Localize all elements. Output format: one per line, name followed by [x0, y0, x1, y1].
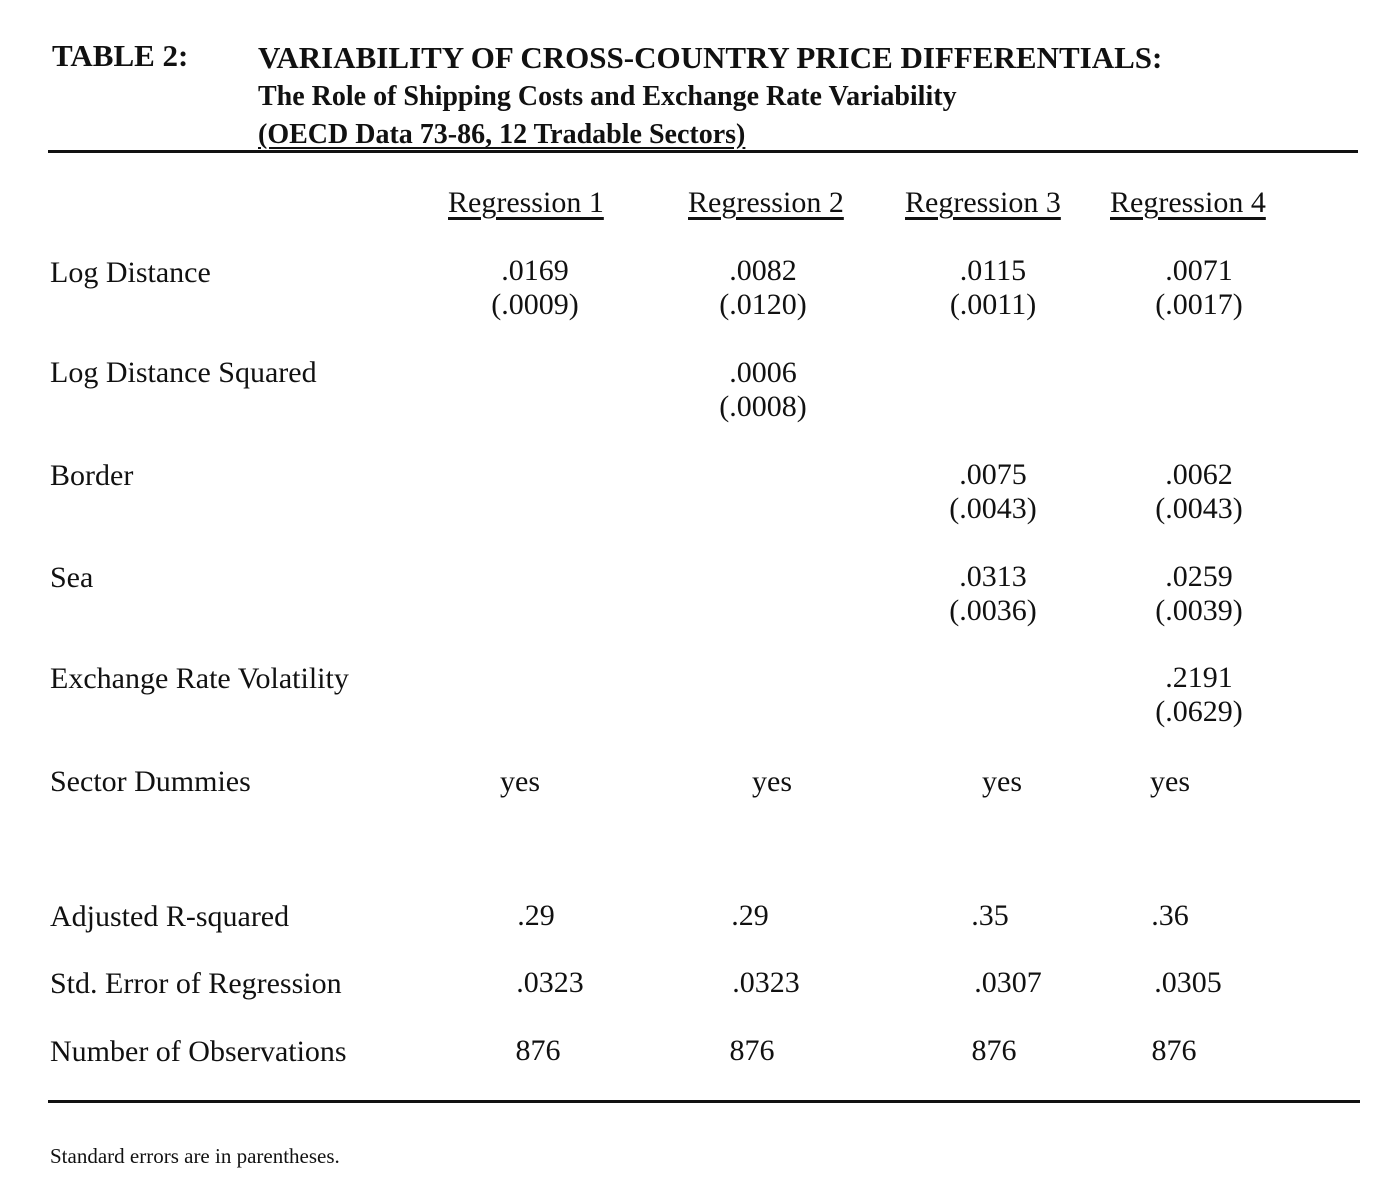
- cell-sector-dummies-r4: yes: [1150, 765, 1190, 798]
- coefficient: .0006: [729, 356, 797, 389]
- coefficient: .2191: [1165, 661, 1233, 694]
- row-label-log-distance-squared: Log Distance Squared: [50, 356, 317, 389]
- standard-error: (.0008): [719, 390, 807, 423]
- column-header-regression-1: Regression 1: [448, 186, 604, 219]
- bottom-rule: [48, 1100, 1360, 1103]
- stat-adjusted-r-squared-r2: .29: [731, 899, 769, 932]
- column-header-regression-3: Regression 3: [905, 186, 1061, 219]
- column-header-regression-2: Regression 2: [688, 186, 844, 219]
- coefficient: .0259: [1165, 560, 1233, 593]
- stat-std-error-r3: .0307: [974, 966, 1042, 999]
- standard-error: (.0629): [1155, 695, 1243, 728]
- cell-log-distance-r3: .0115 (.0011): [928, 254, 1058, 322]
- row-label-exchange-rate-volatility: Exchange Rate Volatility: [50, 662, 349, 695]
- standard-error: (.0120): [719, 288, 807, 321]
- cell-log-distance-r2: .0082 (.0120): [698, 254, 828, 322]
- title-line-1: VARIABILITY OF CROSS-COUNTRY PRICE DIFFE…: [258, 40, 1163, 75]
- stat-std-error-r2: .0323: [732, 966, 800, 999]
- stat-adjusted-r-squared-r4: .36: [1151, 899, 1189, 932]
- row-label-sea: Sea: [50, 561, 94, 594]
- cell-sea-r3: .0313 (.0036): [928, 560, 1058, 628]
- coefficient: .0075: [959, 458, 1027, 491]
- stat-observations-r3: 876: [971, 1034, 1017, 1067]
- table-label: TABLE 2:: [52, 38, 189, 73]
- cell-border-r4: .0062 (.0043): [1134, 458, 1264, 526]
- footnote: Standard errors are in parentheses.: [50, 1144, 340, 1168]
- standard-error: (.0036): [949, 594, 1037, 627]
- coefficient: .0115: [959, 254, 1027, 287]
- row-label-adjusted-r-squared: Adjusted R-squared: [50, 900, 290, 933]
- row-label-std-error-of-regression: Std. Error of Regression: [50, 967, 342, 1000]
- table-title: VARIABILITY OF CROSS-COUNTRY PRICE DIFFE…: [258, 38, 1162, 154]
- stat-observations-r4: 876: [1151, 1034, 1197, 1067]
- cell-exchange-rate-volatility-r4: .2191 (.0629): [1134, 661, 1264, 729]
- cell-log-distance-squared-r2: .0006 (.0008): [698, 356, 828, 424]
- row-label-sector-dummies: Sector Dummies: [50, 765, 251, 798]
- stat-std-error-r1: .0323: [516, 966, 584, 999]
- standard-error: (.0043): [1155, 492, 1243, 525]
- cell-sector-dummies-r2: yes: [752, 765, 792, 798]
- column-header-regression-4: Regression 4: [1110, 186, 1266, 219]
- cell-sector-dummies-r3: yes: [982, 765, 1022, 798]
- coefficient: .0082: [729, 254, 797, 287]
- standard-error: (.0043): [949, 492, 1037, 525]
- coefficient: .0062: [1165, 458, 1233, 491]
- cell-border-r3: .0075 (.0043): [928, 458, 1058, 526]
- coefficient: .0071: [1165, 254, 1233, 287]
- cell-sector-dummies-r1: yes: [500, 765, 540, 798]
- top-rule: [48, 150, 1358, 153]
- stat-adjusted-r-squared-r3: .35: [971, 899, 1009, 932]
- row-label-border: Border: [50, 459, 134, 492]
- row-label-log-distance: Log Distance: [50, 256, 211, 289]
- stat-observations-r1: 876: [515, 1034, 561, 1067]
- standard-error: (.0009): [491, 288, 579, 321]
- stat-adjusted-r-squared-r1: .29: [517, 899, 555, 932]
- cell-log-distance-r1: .0169 (.0009): [470, 254, 600, 322]
- coefficient: .0169: [501, 254, 569, 287]
- cell-log-distance-r4: .0071 (.0017): [1134, 254, 1264, 322]
- cell-sea-r4: .0259 (.0039): [1134, 560, 1264, 628]
- stat-std-error-r4: .0305: [1154, 966, 1222, 999]
- title-line-2: The Role of Shipping Costs and Exchange …: [258, 81, 957, 112]
- title-line-3: (OECD Data 73-86, 12 Tradable Sectors): [258, 119, 746, 150]
- standard-error: (.0039): [1155, 594, 1243, 627]
- row-label-number-of-observations: Number of Observations: [50, 1035, 347, 1068]
- standard-error: (.0017): [1155, 288, 1243, 321]
- stat-observations-r2: 876: [729, 1034, 775, 1067]
- coefficient: .0313: [959, 560, 1027, 593]
- standard-error: (.0011): [949, 288, 1037, 321]
